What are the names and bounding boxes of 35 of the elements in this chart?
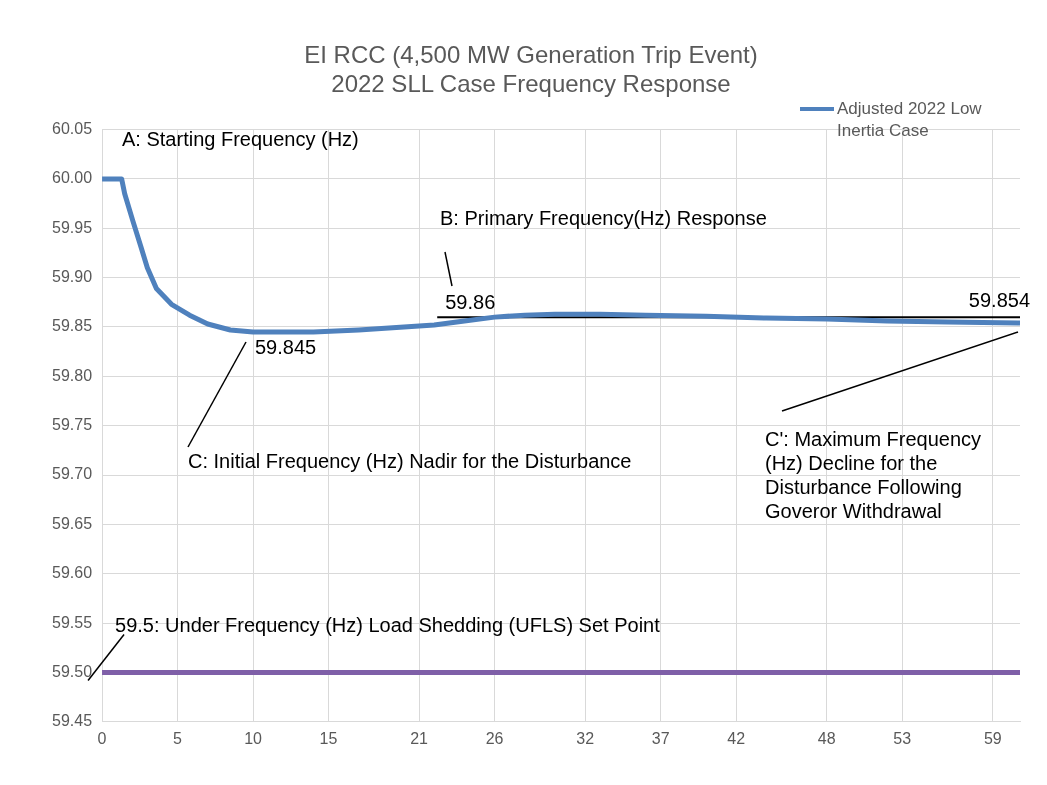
y-tick-label: 59.85 bbox=[51, 317, 93, 335]
x-tick-label: 10 bbox=[244, 729, 263, 747]
y-tick-label: 60.05 bbox=[51, 120, 93, 138]
y-tick-label: 59.70 bbox=[51, 465, 93, 483]
y-tick-label: 60.00 bbox=[51, 169, 93, 187]
legend-label: Adjusted 2022 Low Inertia Case bbox=[837, 98, 983, 142]
y-tick-label: 59.75 bbox=[51, 416, 93, 434]
y-tick-label: 59.95 bbox=[51, 218, 93, 236]
annotation: 59.86 bbox=[445, 291, 496, 314]
annotation: C: Initial Frequency (Hz) Nadir for the Disturbance bbox=[188, 449, 632, 472]
y-tick-label: 59.50 bbox=[51, 662, 93, 680]
y-tick-label: 59.55 bbox=[51, 613, 93, 631]
x-tick-label: 59 bbox=[983, 729, 1002, 747]
x-tick-label: 42 bbox=[727, 729, 746, 747]
x-tick-label: 0 bbox=[97, 729, 107, 747]
y-tick-label: 59.65 bbox=[51, 514, 93, 532]
y-tick-label: 59.80 bbox=[51, 366, 93, 384]
y-tick-label: 59.60 bbox=[51, 564, 93, 582]
ref-line-label: 59.5: Under Frequency (Hz) Load Shedding (UFLS) Set Point bbox=[115, 614, 661, 637]
x-tick-label: 53 bbox=[893, 729, 912, 747]
y-tick-label: 59.90 bbox=[51, 268, 93, 286]
annotation: 59.845 bbox=[255, 335, 317, 358]
x-tick-label: 21 bbox=[410, 729, 429, 747]
x-tick-label: 26 bbox=[485, 729, 504, 747]
y-tick-label: 59.45 bbox=[51, 712, 93, 730]
annotation: C': Maximum Frequency (Hz) Decline for the Disturbance Following Goveror Withdrawal bbox=[765, 427, 982, 522]
x-tick-label: 37 bbox=[651, 729, 670, 747]
x-tick-label: 5 bbox=[173, 729, 183, 747]
x-tick-label: 15 bbox=[319, 729, 338, 747]
chart-title: EI RCC (4,500 MW Generation Trip Event) 2022 SLL Case Frequency Response bbox=[304, 41, 758, 97]
annotation: B: Primary Frequency(Hz) Response bbox=[440, 206, 767, 229]
x-tick-label: 32 bbox=[576, 729, 595, 747]
annotation: 59.854 bbox=[968, 289, 1030, 312]
annotation: A: Starting Frequency (Hz) bbox=[122, 127, 359, 150]
x-tick-label: 48 bbox=[817, 729, 836, 747]
